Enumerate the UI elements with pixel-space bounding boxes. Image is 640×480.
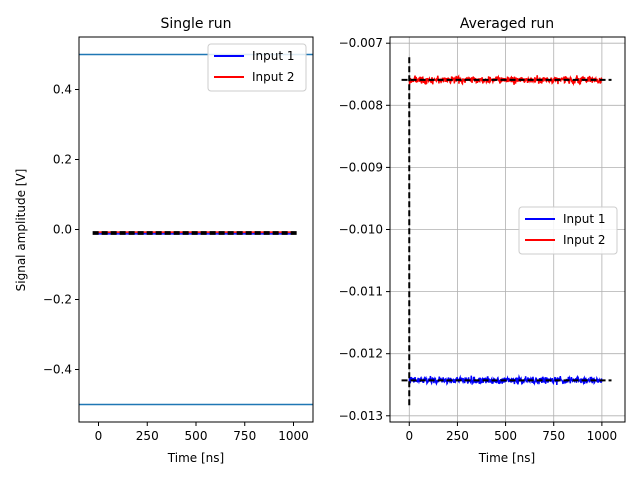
averaged-run-ytick-label-2: −0.011 <box>339 285 383 299</box>
single-run-ytick-label-2: 0.0 <box>53 223 72 237</box>
single-run-legend: Input 1 Input 2 <box>207 43 307 92</box>
single-run-xtick-label-4: 1000 <box>278 429 309 443</box>
averaged-run-xtick-label-2: 500 <box>494 429 517 443</box>
averaged-run-legend-label-input-2: Input 2 <box>563 233 606 247</box>
single-run-ytick-label-4: 0.4 <box>53 83 72 97</box>
single-run-ytick-label-0: −0.4 <box>43 363 72 377</box>
single-run-xtick-label-1: 250 <box>136 429 159 443</box>
single-run-xtick-label-2: 500 <box>185 429 208 443</box>
averaged-run-ytick-label-3: −0.010 <box>339 223 383 237</box>
averaged-run-title: Averaged run <box>460 16 554 32</box>
averaged-run-ytick-label-1: −0.012 <box>339 347 383 361</box>
averaged-run-legend-label-input-1: Input 1 <box>563 212 606 226</box>
single-run-legend-label-input-2: Input 2 <box>252 70 295 84</box>
averaged-run-xtick-label-1: 250 <box>446 429 469 443</box>
averaged-run-xtick-label-3: 750 <box>542 429 565 443</box>
averaged-run-xlabel: Time [ns] <box>478 451 535 465</box>
averaged-run-ytick-label-6: −0.007 <box>339 36 383 50</box>
single-run-ytick-label-3: 0.2 <box>53 153 72 167</box>
averaged-run-ytick-label-4: −0.009 <box>339 160 383 174</box>
single-run-xtick-label-0: 0 <box>95 429 103 443</box>
single-run-legend-label-input-1: Input 1 <box>252 49 295 63</box>
averaged-run-ytick-label-0: −0.013 <box>339 409 383 423</box>
single-run-ytick-label-1: −0.2 <box>43 293 72 307</box>
single-run-xlabel: Time [ns] <box>167 451 224 465</box>
averaged-run-xtick-label-0: 0 <box>405 429 413 443</box>
single-run-ylabel: Signal amplitude [V] <box>14 169 28 292</box>
averaged-run-xtick-label-4: 1000 <box>587 429 618 443</box>
averaged-run-panel: Averaged run Time [ns] 0 250 500 750 1000 −0.… <box>339 16 626 465</box>
single-run-panel: Single run Time [ns] Signal amplitude [V… <box>14 16 314 465</box>
averaged-run-legend: Input 1 Input 2 <box>518 206 618 255</box>
single-run-plot-area: 0 250 500 750 1000 −0.4 −0.2 0.0 0.2 0.4 <box>43 36 314 443</box>
single-run-xtick-label-3: 750 <box>233 429 256 443</box>
averaged-run-ytick-label-5: −0.008 <box>339 98 383 112</box>
single-run-title: Single run <box>161 16 232 32</box>
